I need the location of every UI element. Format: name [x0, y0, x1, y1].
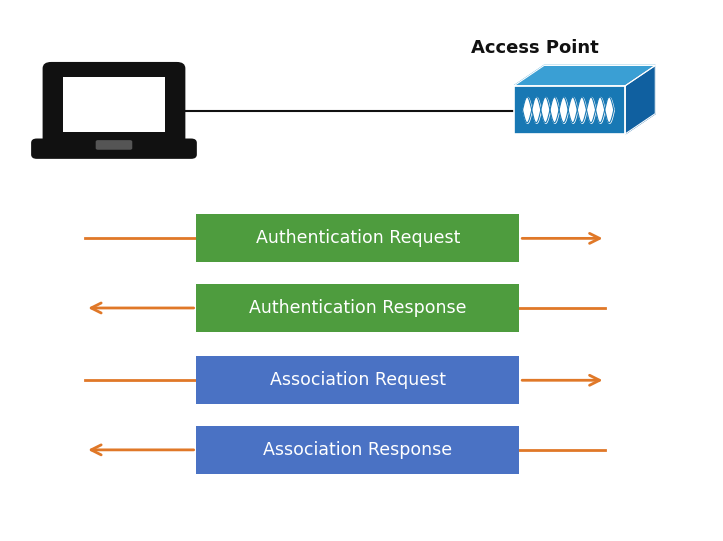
FancyBboxPatch shape [63, 77, 166, 132]
FancyBboxPatch shape [95, 140, 132, 150]
Text: Association Request: Association Request [270, 371, 446, 390]
Text: Authentication Response: Authentication Response [249, 299, 466, 317]
FancyBboxPatch shape [514, 86, 625, 134]
Text: Association Response: Association Response [263, 441, 453, 459]
FancyBboxPatch shape [197, 214, 519, 262]
Polygon shape [514, 65, 655, 86]
FancyBboxPatch shape [197, 426, 519, 474]
Text: Access Point: Access Point [471, 39, 599, 57]
FancyBboxPatch shape [43, 62, 185, 147]
FancyBboxPatch shape [197, 284, 519, 332]
FancyBboxPatch shape [197, 356, 519, 404]
Text: Authentication Request: Authentication Request [256, 229, 460, 247]
FancyBboxPatch shape [31, 138, 197, 159]
Polygon shape [625, 65, 655, 134]
